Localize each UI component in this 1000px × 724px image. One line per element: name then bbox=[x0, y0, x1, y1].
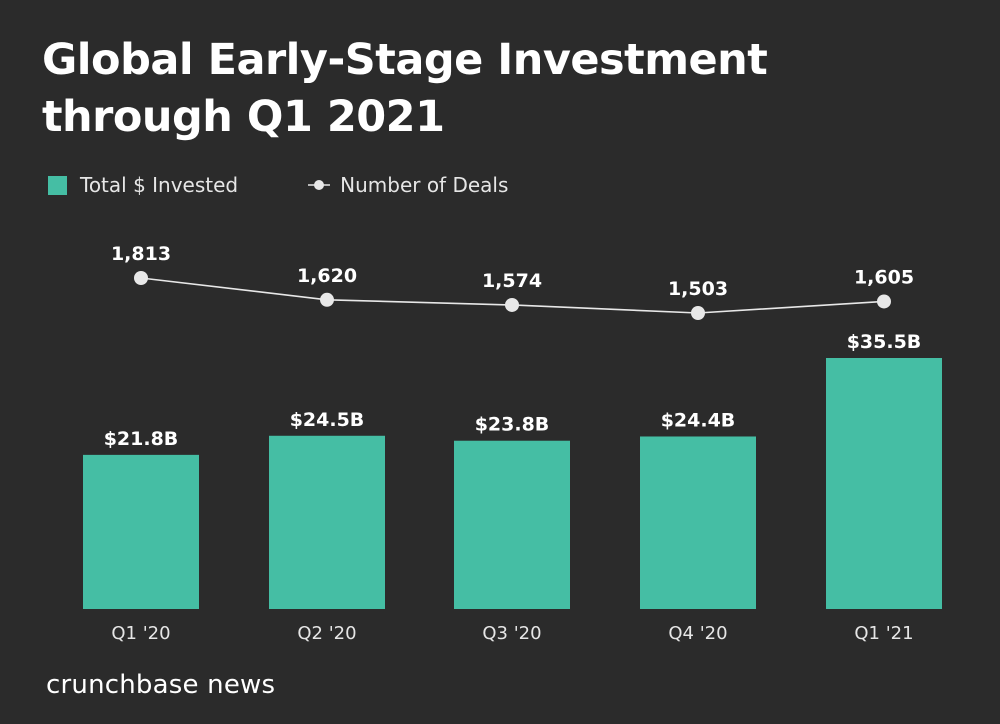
deals-point bbox=[134, 271, 148, 285]
line-marker-icon bbox=[308, 180, 331, 190]
legend-label-number-of-deals: Number of Deals bbox=[340, 173, 509, 197]
legend-item-number-of-deals: Number of Deals bbox=[308, 173, 508, 197]
bar-value-label: $35.5B bbox=[847, 331, 922, 353]
deals-value-label: 1,620 bbox=[297, 265, 357, 287]
bar-2 bbox=[269, 435, 385, 609]
x-tick-label: Q3 '20 bbox=[482, 623, 541, 644]
x-tick-label: Q4 '20 bbox=[668, 623, 727, 644]
bar-swatch-icon bbox=[48, 175, 67, 195]
bar-4 bbox=[640, 436, 756, 609]
x-tick-label: Q1 '20 bbox=[111, 623, 170, 644]
bar-value-label: $24.4B bbox=[661, 409, 736, 431]
deals-point bbox=[320, 292, 334, 307]
x-tick-label: Q1 '21 bbox=[854, 623, 913, 644]
legend-label-total-invested: Total $ Invested bbox=[80, 173, 239, 197]
deals-value-label: 1,503 bbox=[668, 278, 728, 300]
bar-1 bbox=[83, 454, 199, 609]
deals-value-label: 1,813 bbox=[111, 243, 171, 265]
legend: Total $ Invested Number of Deals bbox=[48, 170, 508, 200]
deals-point bbox=[877, 294, 891, 309]
brand-logo: crunchbase news bbox=[46, 670, 276, 700]
deals-value-label: 1,605 bbox=[854, 266, 914, 288]
legend-item-total-invested: Total $ Invested bbox=[48, 173, 238, 197]
deals-point bbox=[505, 297, 519, 312]
deals-value-label: 1,574 bbox=[482, 270, 542, 292]
chart-title: Global Early-Stage Investment through Q1… bbox=[42, 35, 768, 142]
bar-5 bbox=[826, 358, 942, 609]
bar-value-label: $21.8B bbox=[104, 428, 179, 450]
x-tick-label: Q2 '20 bbox=[297, 623, 356, 644]
bar-3 bbox=[454, 440, 570, 609]
bar-value-label: $23.8B bbox=[475, 414, 550, 436]
deals-point bbox=[691, 306, 705, 320]
bar-value-label: $24.5B bbox=[290, 409, 365, 431]
